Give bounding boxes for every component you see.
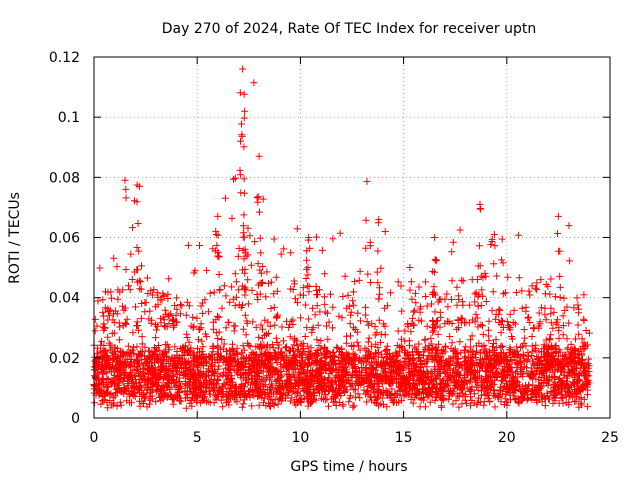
y-tick-label: 0.04 [49, 291, 80, 307]
y-tick-label: 0.02 [49, 351, 80, 367]
y-tick-labels: 0 0.02 0.04 0.06 0.08 0.1 0.12 [49, 50, 80, 427]
x-tick-labels: 0 5 10 15 20 25 [90, 430, 619, 446]
y-tick-label: 0.06 [49, 231, 80, 247]
y-axis-label: ROTI / TECUs [7, 192, 23, 284]
chart-title: Day 270 of 2024, Rate Of TEC Index for r… [162, 21, 537, 37]
x-axis-label: GPS time / hours [290, 459, 407, 475]
roti-markers [90, 65, 593, 412]
x-tick-label: 15 [395, 430, 413, 446]
x-tick-label: 0 [90, 430, 99, 446]
x-tick-label: 10 [291, 430, 309, 446]
y-tick-label: 0 [71, 411, 80, 427]
ticks [93, 56, 611, 419]
y-tick-label: 0.08 [49, 170, 80, 186]
x-tick-label: 20 [498, 430, 516, 446]
y-tick-label: 0.1 [58, 110, 80, 126]
data-points [90, 65, 593, 412]
x-tick-label: 25 [601, 430, 619, 446]
y-tick-label: 0.12 [49, 50, 80, 66]
x-tick-label: 5 [193, 430, 202, 446]
